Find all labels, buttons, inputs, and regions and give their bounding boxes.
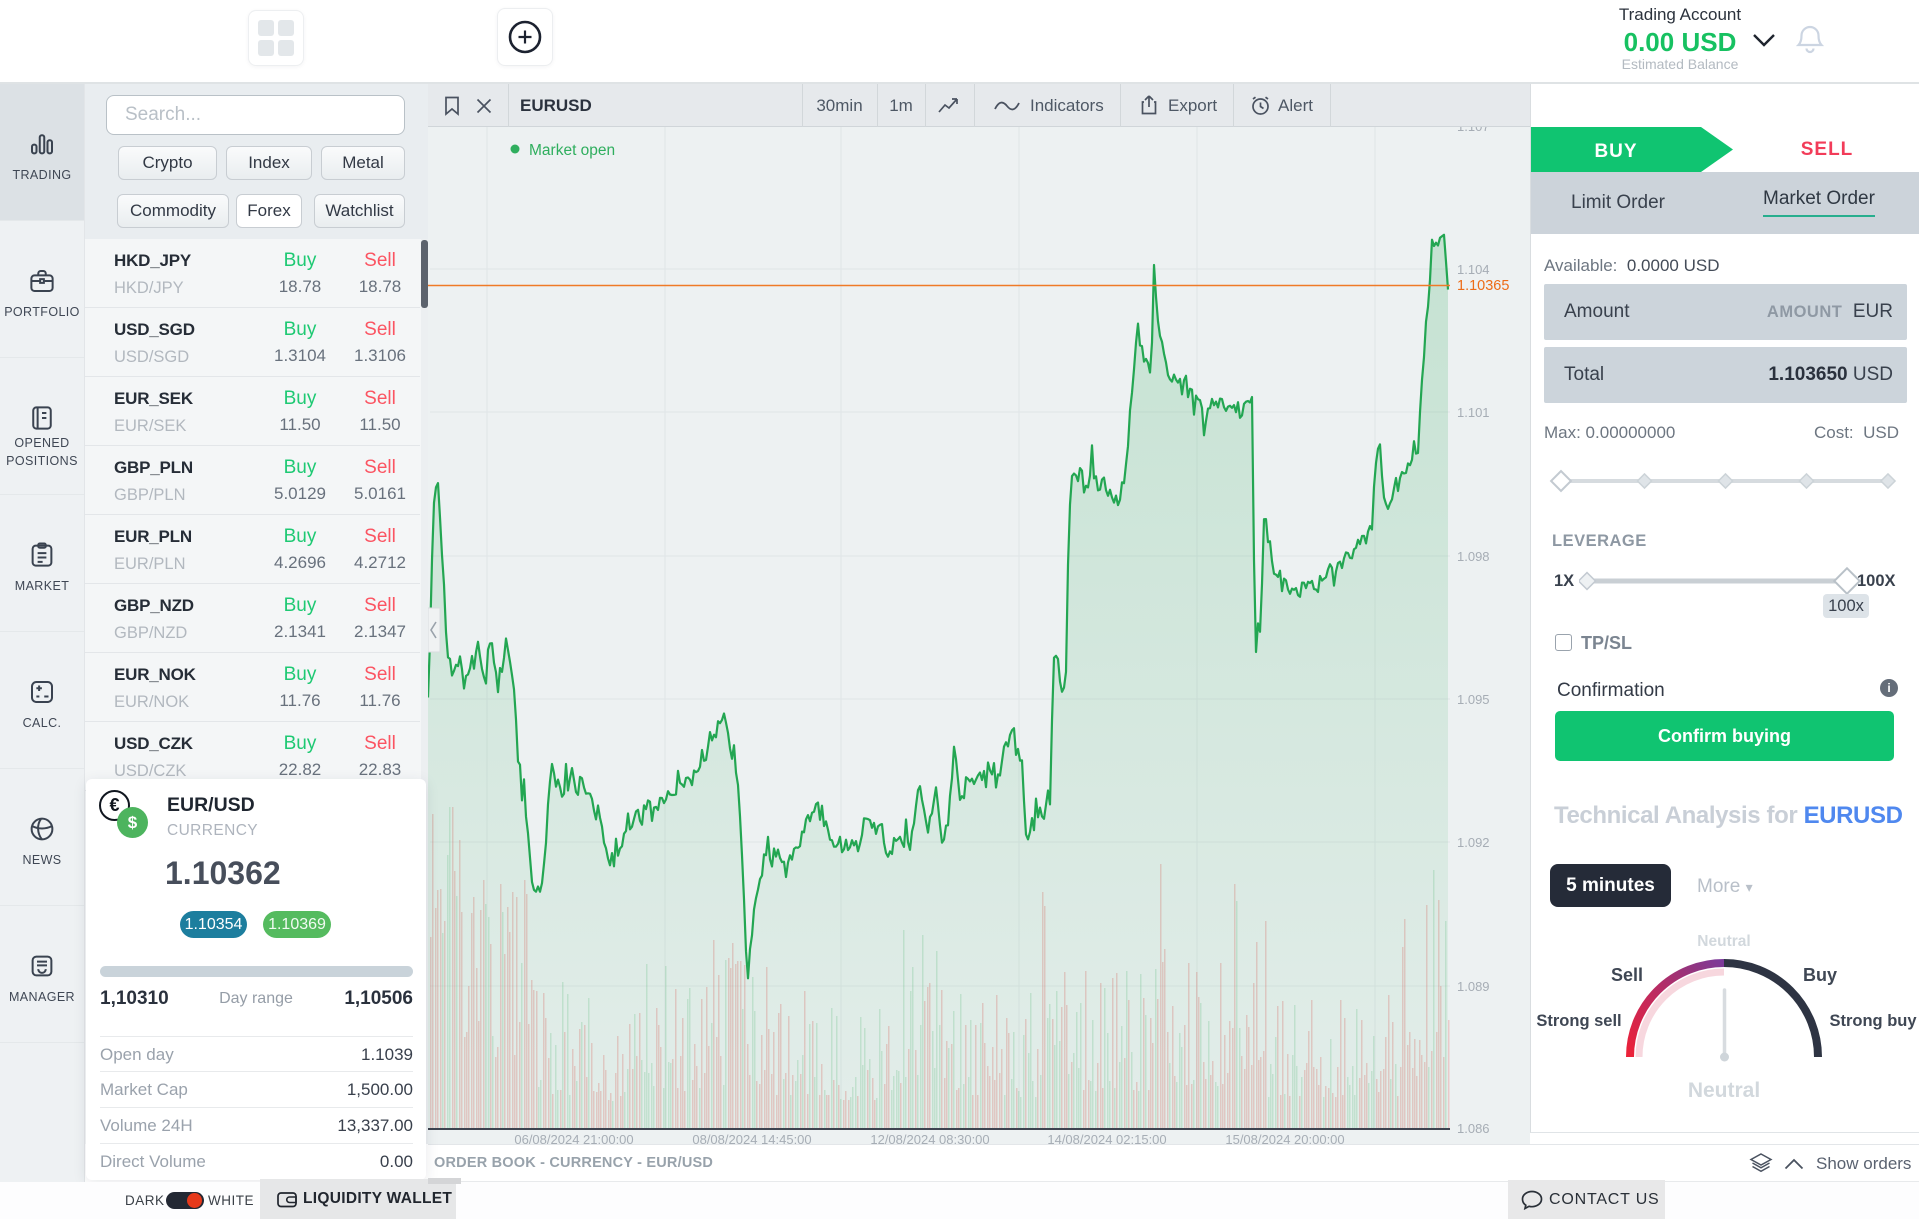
svg-text:06/08/2024 21:00:00: 06/08/2024 21:00:00: [514, 1132, 633, 1144]
svg-text:1.092: 1.092: [1457, 835, 1490, 850]
svg-text:1.086: 1.086: [1457, 1121, 1490, 1136]
svg-text:Neutral: Neutral: [1688, 1079, 1760, 1102]
svg-text:1.107: 1.107: [1457, 127, 1490, 134]
svg-text:1.101: 1.101: [1457, 405, 1490, 420]
svg-text:1.10365: 1.10365: [1457, 278, 1509, 294]
svg-text:15/08/2024 20:00:00: 15/08/2024 20:00:00: [1225, 1132, 1344, 1144]
svg-text:BUY: BUY: [1594, 141, 1637, 162]
svg-text:Strong sell: Strong sell: [1536, 1012, 1621, 1030]
svg-text:1.104: 1.104: [1457, 262, 1490, 277]
svg-text:12/08/2024 08:30:00: 12/08/2024 08:30:00: [870, 1132, 989, 1144]
svg-text:Buy: Buy: [1803, 965, 1837, 985]
svg-text:1.095: 1.095: [1457, 692, 1490, 707]
svg-text:14/08/2024 02:15:00: 14/08/2024 02:15:00: [1047, 1132, 1166, 1144]
svg-text:08/08/2024 14:45:00: 08/08/2024 14:45:00: [692, 1132, 811, 1144]
svg-text:1.089: 1.089: [1457, 979, 1490, 994]
svg-text:Sell: Sell: [1611, 965, 1643, 985]
svg-text:1.098: 1.098: [1457, 549, 1490, 564]
svg-text:Neutral: Neutral: [1697, 933, 1750, 950]
svg-text:Market open: Market open: [529, 142, 615, 159]
svg-text:Strong buy: Strong buy: [1829, 1012, 1917, 1030]
